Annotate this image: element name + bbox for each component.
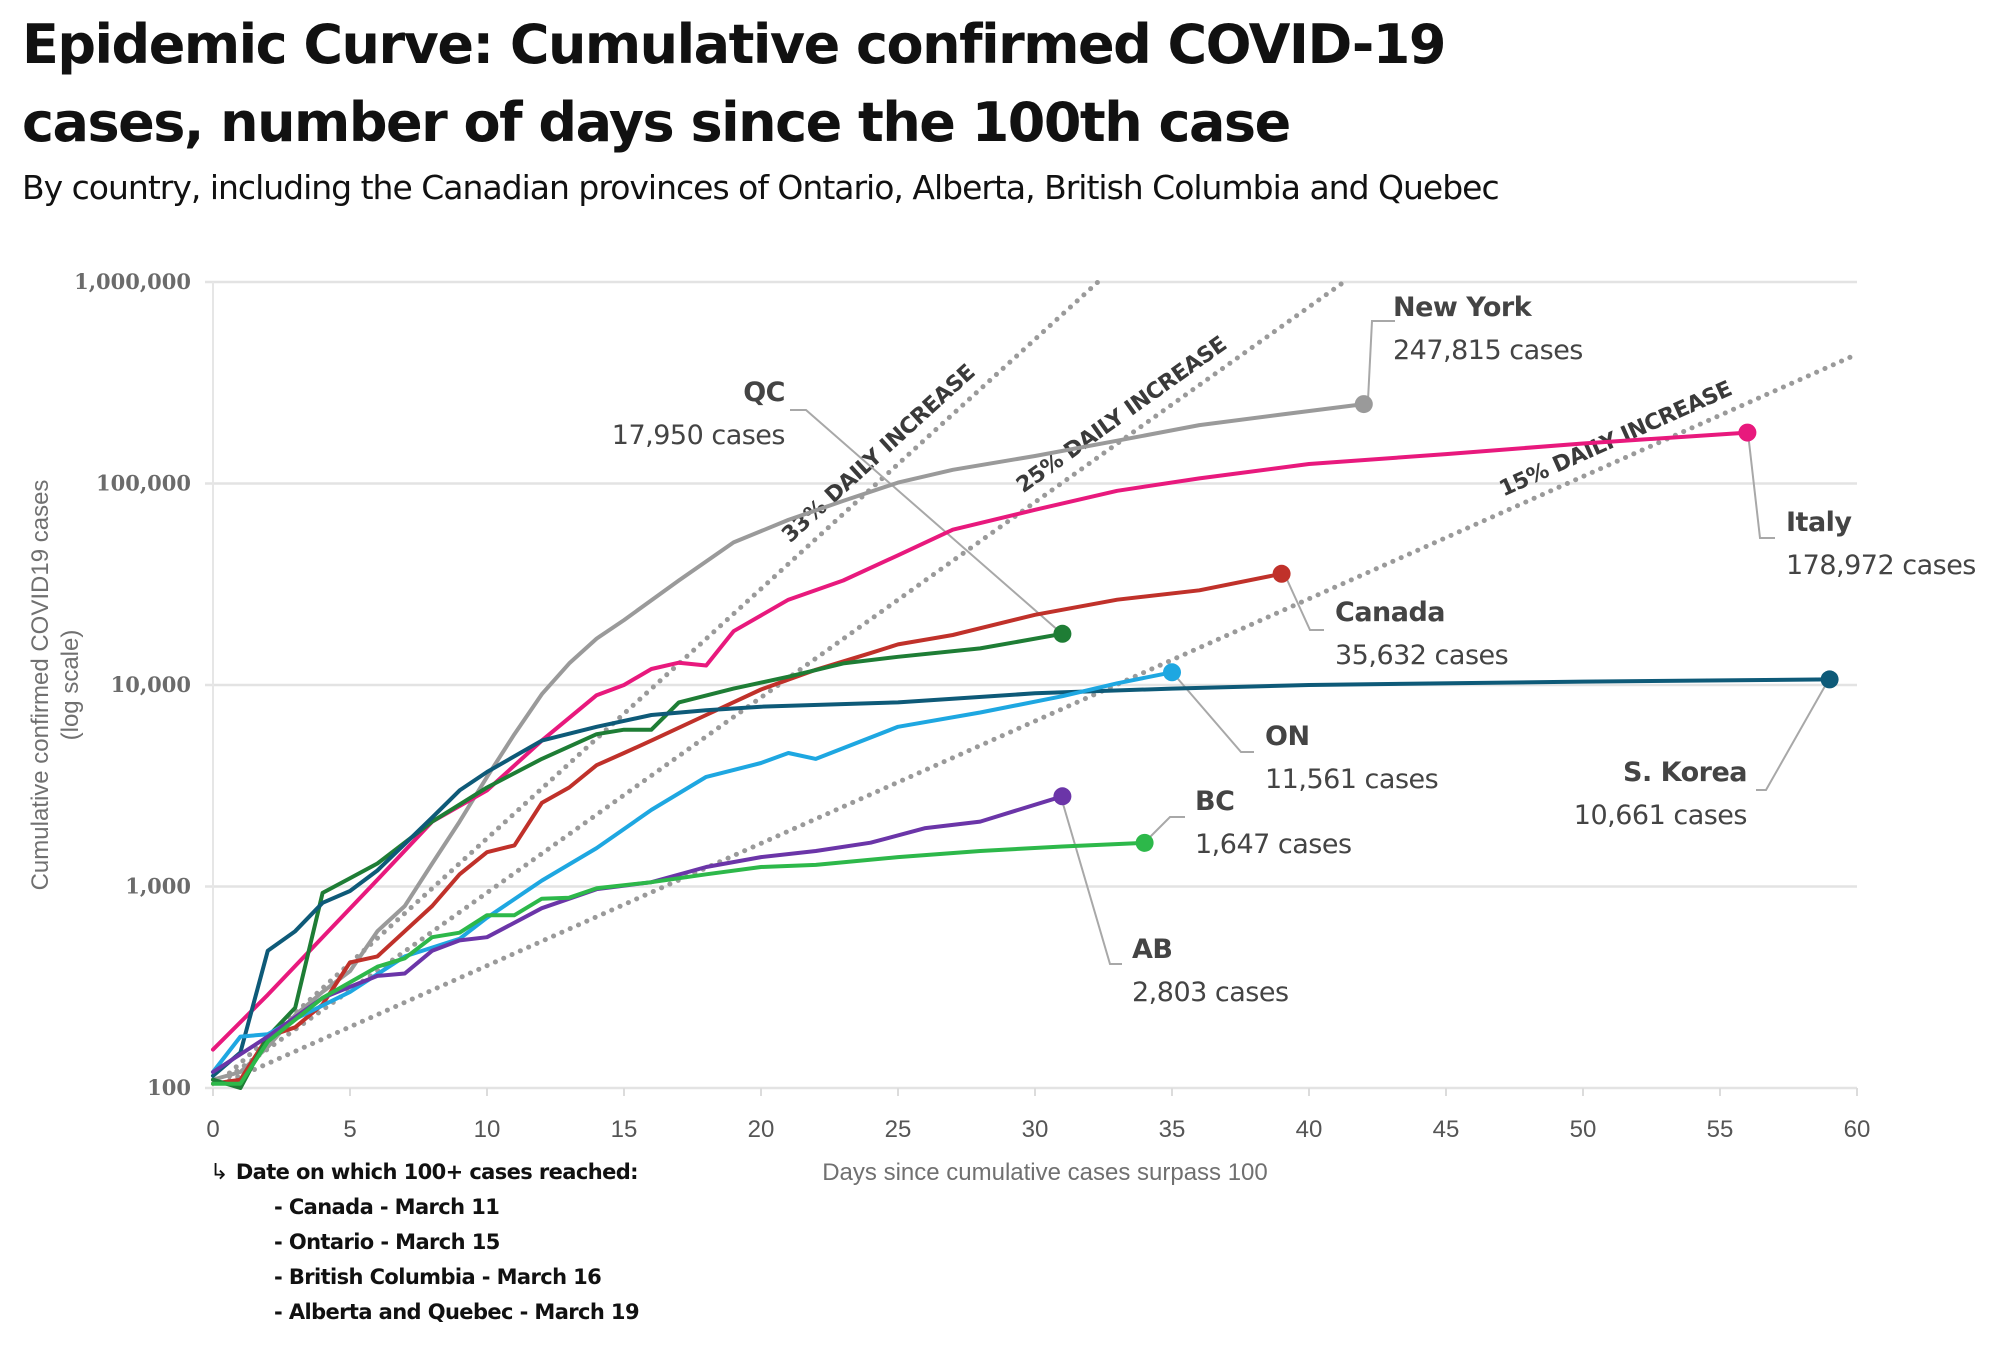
leader-line-ab (1060, 796, 1122, 965)
series-end-marker-skorea (1820, 670, 1839, 689)
chart-subtitle: By country, including the Canadian provi… (22, 168, 1500, 207)
series-line-qc (211, 631, 1065, 1090)
series-end-marker-italy (1738, 423, 1757, 442)
y-axis-ticks: 100 1,000 10,000 100,000 1,000,000 (74, 269, 191, 1100)
x-tick-label: 10 (474, 1116, 501, 1143)
annotation-name: AB (1132, 934, 1172, 965)
series-line-ab (211, 794, 1065, 1074)
leader-line-newyork (1367, 320, 1395, 401)
annotation-ab: AB 2,803 cases (1132, 934, 1289, 1008)
annotation-value: 1,647 cases (1195, 829, 1352, 860)
chart-title: Epidemic Curve: Cumulative confirmed COV… (22, 6, 1822, 162)
reference-line-label-group: 33% DAILY INCREASE (777, 360, 980, 548)
footnote-item: - Alberta and Quebec - March 19 (274, 1300, 640, 1324)
annotation-value: 247,815 cases (1393, 335, 1583, 366)
series-end-marker-bc (1135, 833, 1154, 852)
x-tick-label: 55 (1707, 1116, 1734, 1143)
chart-title-line-1: Epidemic Curve: Cumulative confirmed COV… (22, 13, 1446, 76)
x-axis-ticks: 0 5 10 15 20 25 30 35 40 45 50 55 60 (206, 1088, 1870, 1143)
annotation-name: S. Korea (1623, 757, 1747, 788)
leader-line-italy (1747, 432, 1775, 539)
annotation-name: QC (743, 377, 785, 408)
reference-line-label: 25% DAILY INCREASE (1012, 332, 1231, 498)
series-end-marker-canada (1272, 564, 1291, 583)
y-tick-label: 100 (147, 1075, 191, 1100)
footnote: ↳ Date on which 100+ cases reached: - Can… (210, 1155, 640, 1330)
x-tick-label: 50 (1570, 1116, 1597, 1143)
x-tick-label: 40 (1296, 1116, 1323, 1143)
annotation-qc: QC 17,950 cases (612, 377, 786, 451)
annotation-bc: BC 1,647 cases (1195, 786, 1352, 860)
y-tick-label: 10,000 (111, 672, 191, 697)
annotation-canada: Canada 35,632 cases (1335, 597, 1509, 671)
arrow-turn-right-icon: ↳ (210, 1160, 228, 1185)
chart-title-line-2: cases, number of days since the 100th ca… (22, 91, 1291, 154)
footnote-heading: Date on which 100+ cases reached: (235, 1160, 639, 1184)
series-end-markers (1053, 395, 1839, 852)
reference-line-label: 33% DAILY INCREASE (777, 360, 980, 548)
footnote-heading-row: ↳ Date on which 100+ cases reached: (210, 1155, 639, 1190)
footnote-item: - British Columbia - March 16 (274, 1265, 602, 1289)
annotation-value: 17,950 cases (612, 420, 785, 451)
annotation-on: ON 11,561 cases (1265, 721, 1439, 795)
x-tick-label: 35 (1159, 1116, 1186, 1143)
series-line-skorea (211, 677, 1832, 1078)
y-axis-title-line-1: Cumulative confirmed COVID19 cases (27, 480, 54, 891)
x-tick-label: 60 (1844, 1116, 1871, 1143)
x-tick-label: 15 (611, 1116, 638, 1143)
series-end-marker-ab (1053, 787, 1072, 806)
series-line-newyork (211, 402, 1366, 1082)
reference-line (226, 351, 1860, 1084)
y-tick-label: 1,000 (125, 874, 191, 899)
annotation-value: 35,632 cases (1335, 640, 1508, 671)
annotation-newyork: New York 247,815 cases (1393, 292, 1583, 366)
series-line-bc (211, 840, 1147, 1086)
y-axis-title: Cumulative confirmed COVID19 cases (log … (27, 480, 84, 891)
x-axis-title: Days since cumulative cases surpass 100 (822, 1159, 1268, 1186)
annotation-skorea: S. Korea 10,661 cases (1574, 757, 1748, 831)
annotation-name: ON (1265, 721, 1310, 752)
annotation-value: 10,661 cases (1574, 800, 1747, 831)
annotation-value: 11,561 cases (1265, 764, 1438, 795)
annotation-italy: Italy 178,972 cases (1786, 507, 1976, 581)
x-tick-label: 20 (748, 1116, 775, 1143)
y-tick-label: 1,000,000 (74, 269, 191, 294)
reference-line-label-group: 25% DAILY INCREASE (1012, 332, 1231, 498)
annotation-name: New York (1393, 292, 1533, 323)
gridlines (205, 280, 1857, 1090)
leader-line-qc (790, 409, 1061, 633)
series-lines (211, 402, 1832, 1090)
leader-line-canada (1283, 572, 1324, 631)
annotation-name: BC (1195, 786, 1234, 817)
x-tick-label: 45 (1433, 1116, 1460, 1143)
annotation-name: Canada (1335, 597, 1445, 628)
annotation-value: 2,803 cases (1132, 977, 1289, 1008)
series-annotations: New York 247,815 cases Italy 178,972 cases C… (612, 292, 1977, 1008)
x-tick-label: 30 (1022, 1116, 1049, 1143)
y-axis-title-line-2: (log scale) (57, 630, 84, 741)
leader-line-on (1171, 671, 1254, 753)
annotation-value: 178,972 cases (1786, 550, 1976, 581)
series-line-italy (211, 430, 1750, 1052)
footnote-item: - Ontario - March 15 (274, 1230, 500, 1254)
x-tick-label: 0 (206, 1116, 219, 1143)
series-end-marker-qc (1053, 624, 1072, 643)
x-tick-label: 5 (343, 1116, 356, 1143)
series-end-marker-on (1163, 663, 1181, 682)
footnote-list: - Canada - March 11 - Ontario - March 15… (210, 1190, 640, 1330)
leader-line-skorea (1756, 678, 1830, 791)
annotation-leader-lines (790, 320, 1830, 965)
series-line-canada (211, 571, 1284, 1086)
series-end-marker-newyork (1354, 395, 1373, 414)
annotation-name: Italy (1786, 507, 1852, 538)
footnote-item: - Canada - March 11 (274, 1195, 500, 1219)
leader-line-bc (1144, 816, 1185, 843)
x-tick-label: 25 (885, 1116, 912, 1143)
y-tick-label: 100,000 (96, 471, 191, 496)
